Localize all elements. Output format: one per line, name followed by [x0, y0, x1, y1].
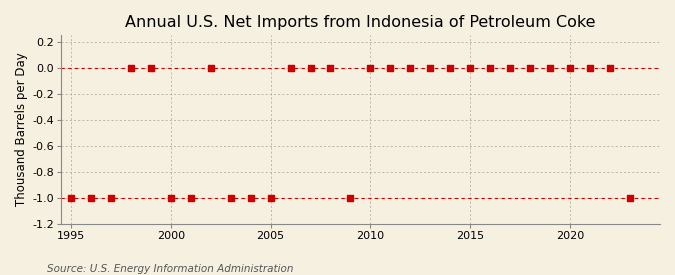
Point: [145, 66, 156, 70]
Point: [205, 66, 216, 70]
Point: [126, 66, 136, 70]
Point: [225, 196, 236, 200]
Point: [405, 66, 416, 70]
Point: [265, 196, 276, 200]
Point: [524, 66, 535, 70]
Point: [185, 196, 196, 200]
Point: [485, 66, 495, 70]
Title: Annual U.S. Net Imports from Indonesia of Petroleum Coke: Annual U.S. Net Imports from Indonesia o…: [125, 15, 595, 30]
Point: [105, 196, 116, 200]
Point: [505, 66, 516, 70]
Point: [86, 196, 97, 200]
Point: [365, 66, 376, 70]
Point: [565, 66, 576, 70]
Point: [325, 66, 336, 70]
Point: [245, 196, 256, 200]
Point: [425, 66, 436, 70]
Point: [385, 66, 396, 70]
Point: [345, 196, 356, 200]
Text: Source: U.S. Energy Information Administration: Source: U.S. Energy Information Administ…: [47, 264, 294, 274]
Point: [305, 66, 316, 70]
Point: [165, 196, 176, 200]
Point: [285, 66, 296, 70]
Point: [605, 66, 616, 70]
Point: [624, 196, 635, 200]
Point: [65, 196, 76, 200]
Y-axis label: Thousand Barrels per Day: Thousand Barrels per Day: [15, 53, 28, 207]
Point: [465, 66, 476, 70]
Point: [545, 66, 556, 70]
Point: [585, 66, 595, 70]
Point: [445, 66, 456, 70]
